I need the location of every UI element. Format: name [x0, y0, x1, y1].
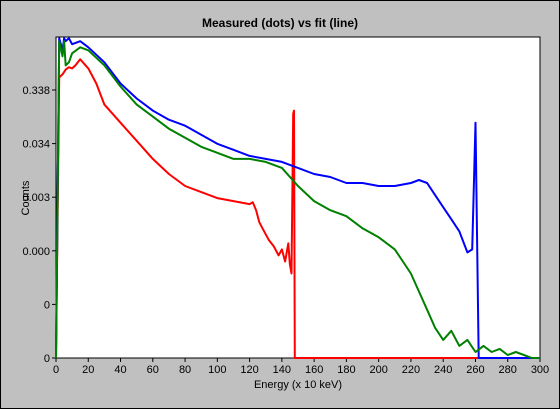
x-tick-label: 160	[305, 364, 323, 376]
x-tick-label: 40	[114, 364, 126, 376]
series-line-red	[55, 58, 540, 359]
x-axis: 0 20 40 60 80 100 120 140 160 180 200 220 240 260 280 3…	[53, 358, 549, 376]
y-tick-label: 0.003	[22, 192, 50, 204]
y-tick-label: 0	[44, 299, 50, 311]
x-tick-label: 0	[53, 364, 59, 376]
x-tick-label: 260	[466, 364, 484, 376]
y-tick-label: 0	[44, 353, 50, 365]
plot-area	[55, 36, 541, 359]
x-tick-label: 80	[179, 364, 191, 376]
y-tick-label: 0.000	[22, 246, 50, 258]
x-tick-label: 100	[208, 364, 226, 376]
series-line-green	[55, 40, 540, 359]
x-tick-label: 220	[402, 364, 420, 376]
x-axis-label: Energy (x 10 keV)	[254, 379, 342, 391]
series-line-blue	[55, 37, 540, 359]
series-group	[55, 37, 540, 359]
x-tick-label: 60	[147, 364, 159, 376]
y-axis-label: Counts	[20, 180, 32, 215]
x-tick-label: 140	[273, 364, 291, 376]
y-tick-label: 0.338	[22, 85, 50, 97]
x-tick-label: 300	[531, 364, 549, 376]
x-tick-label: 200	[369, 364, 387, 376]
x-tick-label: 280	[499, 364, 517, 376]
y-axis: 0 0 0.000 0.003 0.034 0.338	[22, 85, 56, 365]
x-tick-label: 120	[240, 364, 258, 376]
x-tick-label: 180	[337, 364, 355, 376]
chart-title: Measured (dots) vs fit (line)	[202, 16, 358, 30]
x-tick-label: 20	[82, 364, 94, 376]
x-tick-label: 240	[434, 364, 452, 376]
y-tick-label: 0.034	[22, 139, 50, 151]
